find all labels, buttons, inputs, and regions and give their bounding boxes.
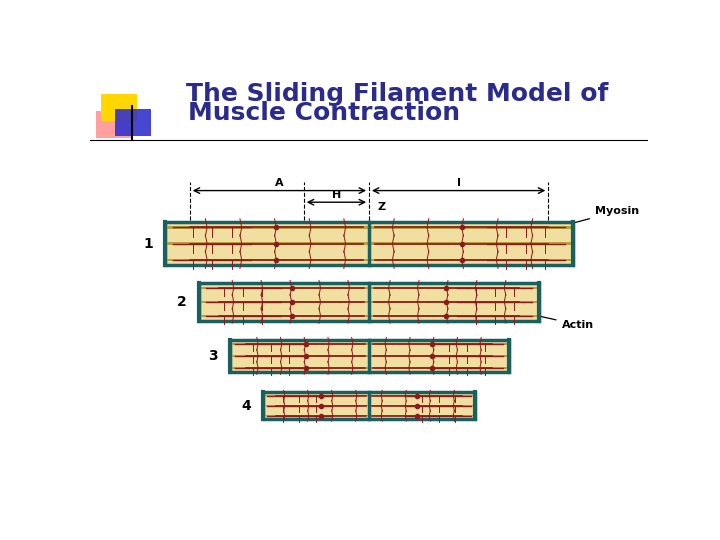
Bar [230, 355, 508, 357]
Bar [200, 301, 538, 303]
Bar [200, 315, 538, 316]
Bar [200, 287, 538, 289]
Bar [166, 242, 572, 245]
Bar [230, 343, 508, 345]
Bar [96, 111, 132, 138]
Text: I: I [456, 178, 461, 188]
Bar [115, 109, 151, 136]
Text: 3: 3 [208, 349, 217, 363]
Text: Muscle Contraction: Muscle Contraction [189, 100, 460, 125]
Text: Actin: Actin [516, 310, 593, 330]
Text: H: H [332, 190, 341, 200]
Text: Myosin: Myosin [536, 206, 639, 234]
Bar [166, 259, 572, 261]
Bar [230, 367, 508, 369]
Text: 2: 2 [177, 295, 187, 309]
Bar [264, 415, 474, 416]
Bar [199, 283, 539, 321]
Bar [166, 222, 572, 266]
Text: A: A [275, 178, 284, 188]
Text: 4: 4 [241, 399, 251, 413]
Text: 1: 1 [144, 237, 153, 251]
Bar [264, 405, 474, 407]
Text: The Sliding Filament Model of: The Sliding Filament Model of [186, 82, 608, 106]
Bar [166, 226, 572, 228]
Bar [101, 94, 138, 121]
Text: Z: Z [377, 202, 385, 212]
Bar [264, 395, 474, 396]
Bar [263, 392, 475, 419]
Bar [230, 340, 508, 372]
